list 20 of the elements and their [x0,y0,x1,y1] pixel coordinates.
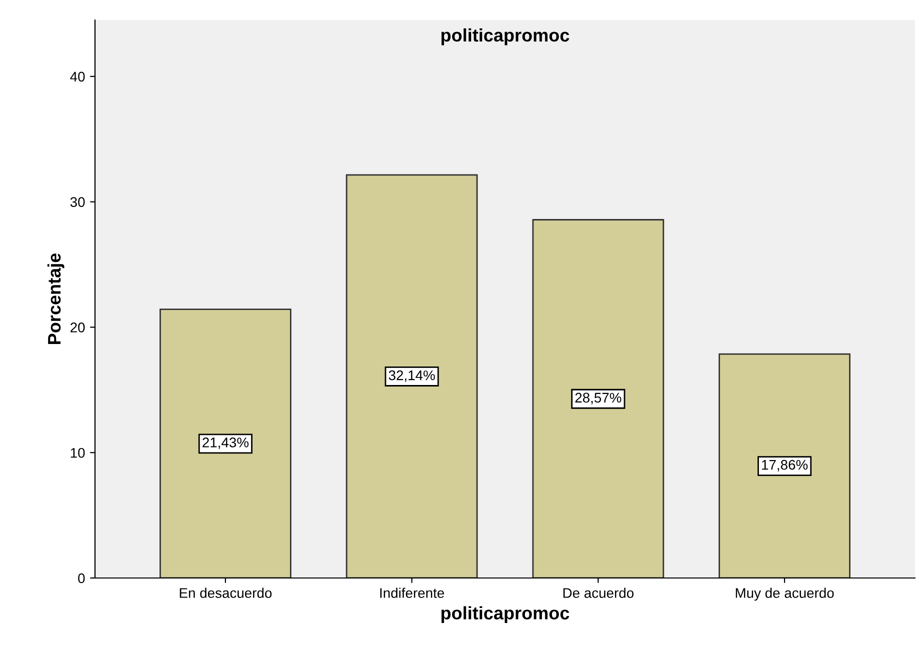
x-tick-label: Muy de acuerdo [736,588,834,601]
y-tick-label: 30 [70,197,85,207]
x-tick-label: En desacuerdo [180,588,272,598]
x-tick-label: Indiferente [380,588,444,598]
bar [532,219,664,578]
x-axis-title: politicapromoc [441,606,570,624]
y-tick-label: 0 [78,573,85,584]
y-axis-title: Porcentaje [47,253,64,344]
chart-title: politicapromoc [441,28,570,46]
data-label: 32,14% [388,370,435,382]
bar [346,174,478,578]
y-tick-label: 10 [70,448,85,458]
bar [160,308,292,578]
data-label: 28,57% [575,392,622,404]
data-label: 17,86% [762,460,808,472]
data-label: 21,43% [202,438,249,450]
bar [718,353,850,578]
x-tick-label: De acuerdo [563,588,634,598]
y-tick-label: 20 [70,322,85,332]
y-tick-label: 40 [70,72,85,82]
